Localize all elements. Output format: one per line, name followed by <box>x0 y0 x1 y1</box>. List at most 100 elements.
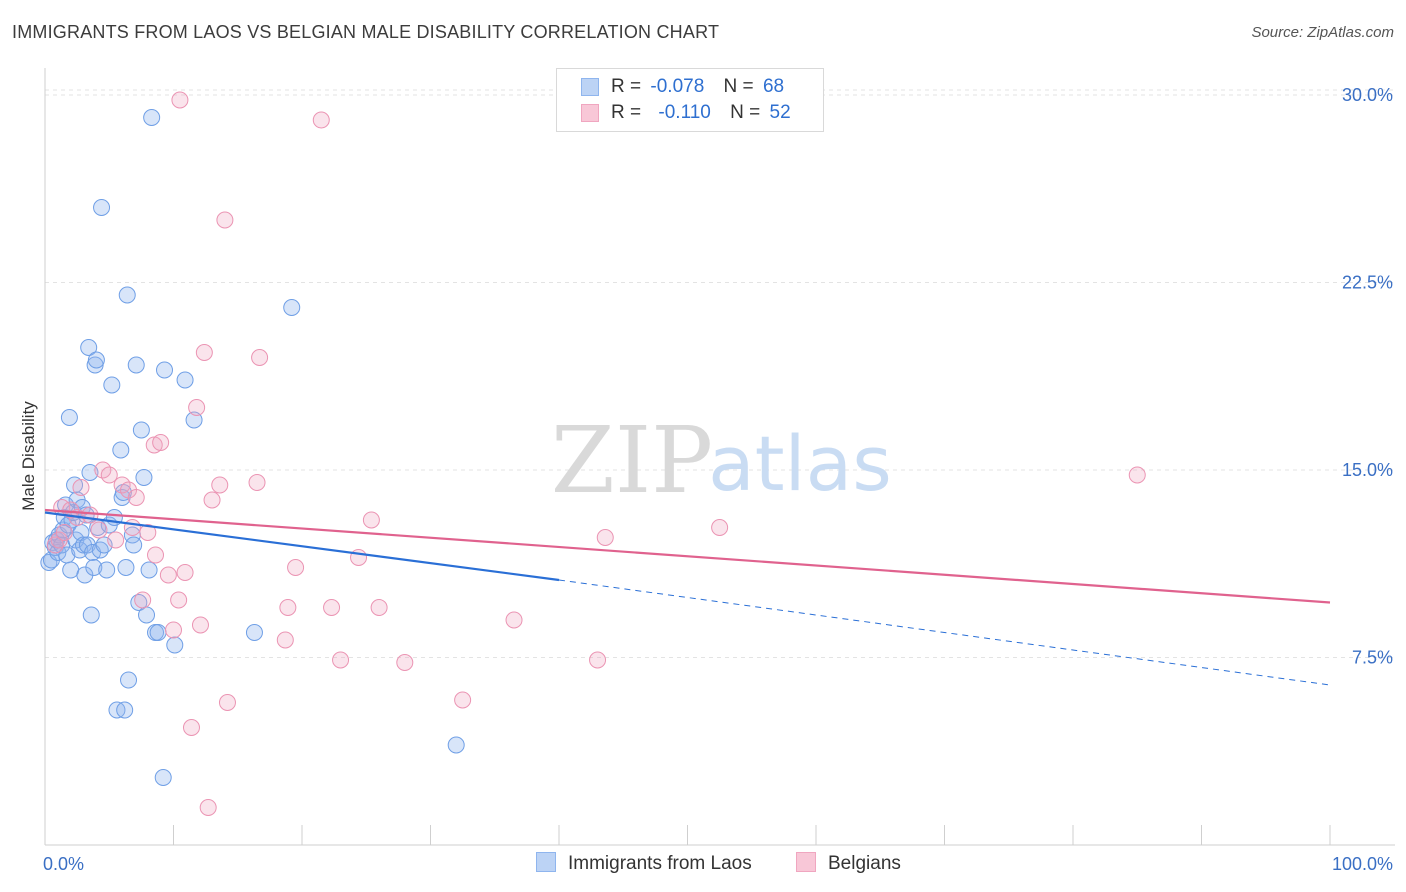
legend-row-belgians: R = -0.110 N = 52 <box>581 100 791 126</box>
belgians-point <box>55 524 73 541</box>
laos-point <box>154 769 172 786</box>
legend-r-label: R = <box>611 102 642 123</box>
legend-r-label: R = <box>611 76 642 97</box>
laos-point <box>125 536 143 554</box>
legend-n-label: N = <box>723 76 754 97</box>
bottom-legend-label-laos: Immigrants from Laos <box>568 853 752 874</box>
y-tick-label: 30.0% <box>1342 85 1393 105</box>
belgians-point <box>203 491 221 509</box>
belgians-point <box>276 631 294 649</box>
laos-point <box>447 736 465 754</box>
belgians-point <box>279 599 297 616</box>
data-points <box>40 91 1146 816</box>
laos-point <box>149 624 167 641</box>
legend-n-value: 52 <box>769 102 791 123</box>
legend-n-label: N = <box>730 102 761 123</box>
belgians-point <box>100 466 118 484</box>
bottom-legend-laos: Immigrants from Laos <box>536 852 752 875</box>
laos-point <box>140 561 158 579</box>
laos-point <box>176 371 194 389</box>
belgians-point <box>134 591 152 609</box>
belgians-point <box>454 691 472 709</box>
belgians-point <box>147 546 165 564</box>
belgians-point <box>123 519 141 536</box>
laos-point <box>82 606 100 624</box>
belgians-point <box>182 719 200 736</box>
laos-point <box>135 469 153 486</box>
belgians-point <box>589 651 607 669</box>
legend-r-value: -0.110 <box>658 102 711 123</box>
belgians-point <box>171 91 189 109</box>
belgians-point <box>211 476 229 494</box>
grid-lines <box>45 89 1395 658</box>
axes <box>44 68 1395 846</box>
laos-point <box>117 559 135 576</box>
belgians-point <box>370 599 388 616</box>
belgians-point <box>332 651 350 669</box>
belgians-point <box>248 474 266 491</box>
y-tick-label: 22.5% <box>1342 273 1393 293</box>
belgians-point <box>505 611 523 629</box>
belgians-point <box>711 519 729 536</box>
watermark-zip: ZIP <box>551 407 713 514</box>
chart-title: IMMIGRANTS FROM LAOS VS BELGIAN MALE DIS… <box>12 22 720 42</box>
bottom-legend-belgians: Belgians <box>796 852 901 875</box>
laos-point <box>62 561 80 579</box>
belgians-point <box>195 344 213 361</box>
legend-n-value: 68 <box>762 76 785 97</box>
belgians-point <box>127 489 145 506</box>
x-tick-label: 100.0% <box>1332 854 1393 874</box>
laos-point <box>98 561 116 579</box>
laos-point <box>116 701 134 719</box>
belgians-point <box>216 211 234 229</box>
belgians-point <box>72 479 90 496</box>
laos-point <box>185 411 203 429</box>
belgians-point <box>152 434 170 451</box>
laos-point <box>60 409 78 426</box>
belgians-point <box>81 506 99 524</box>
legend-r-value: -0.078 <box>650 76 705 97</box>
belgians-point <box>323 599 341 616</box>
belgians-point <box>218 694 236 711</box>
laos-trend-line <box>44 511 560 582</box>
laos-point <box>93 199 111 216</box>
belgians-point <box>251 349 269 366</box>
legend-swatch-laos <box>581 77 599 96</box>
laos-point <box>143 109 161 126</box>
belgians-point <box>188 399 206 416</box>
y-tick-label: 15.0% <box>1342 460 1393 480</box>
belgians-point <box>90 521 108 539</box>
belgians-point <box>312 111 330 129</box>
belgians-point <box>396 654 414 671</box>
tick-labels: 7.5% 15.0% 22.5% 30.0% 0.0% 100.0% <box>43 85 1393 874</box>
belgians-point <box>287 559 305 576</box>
watermark-atlas: atlas <box>708 419 892 508</box>
belgians-point <box>362 511 380 529</box>
laos-point <box>138 606 156 624</box>
laos-trend-extension <box>558 579 1331 686</box>
laos-point <box>103 376 121 394</box>
y-axis-label: Male Disability <box>19 401 38 511</box>
laos-point <box>156 361 174 379</box>
laos-point <box>80 339 98 356</box>
belgians-point <box>191 616 209 634</box>
laos-point <box>81 464 99 481</box>
legend-swatch-belgians <box>581 103 599 122</box>
laos-point <box>118 286 136 304</box>
belgians-point <box>107 531 125 549</box>
belgians-point <box>159 566 177 584</box>
legend-row-laos: R = -0.078 N = 68 <box>581 74 784 100</box>
x-tick-label: 0.0% <box>43 854 84 874</box>
laos-point <box>87 351 105 369</box>
laos-point <box>283 299 301 316</box>
belgians-trend-line <box>44 508 1331 604</box>
belgians-point <box>596 529 614 546</box>
belgians-point <box>165 621 182 639</box>
laos-point <box>132 421 150 439</box>
bottom-legend-swatch-laos <box>536 852 556 872</box>
belgians-point <box>170 591 188 609</box>
belgians-point <box>199 799 217 816</box>
laos-point <box>166 636 184 654</box>
laos-point <box>120 671 138 689</box>
